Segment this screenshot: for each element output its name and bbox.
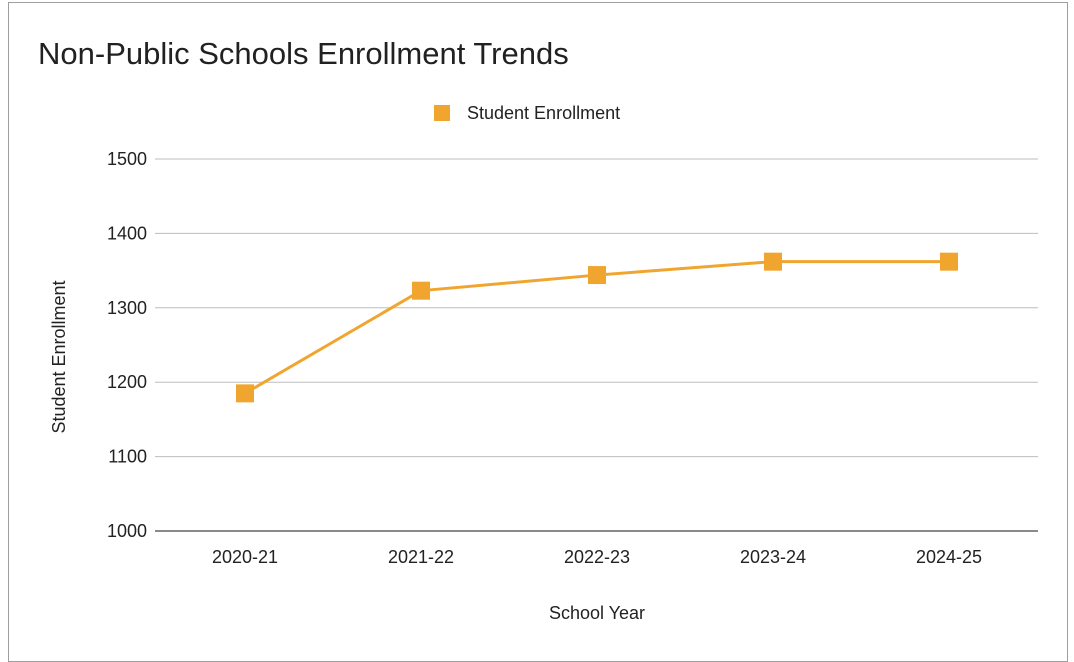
data-point-marker [940,252,958,271]
y-tick-label: 1400 [107,223,147,243]
legend-swatch [434,105,450,121]
legend-label: Student Enrollment [467,103,620,123]
data-point-marker [412,281,430,300]
data-point-marker [764,252,782,271]
gridlines [155,158,1038,532]
x-tick-label: 2023-24 [740,547,806,567]
x-axis-title: School Year [549,603,645,623]
x-axis-tick-labels: 2020-21 2021-22 2022-23 2023-24 2024-25 [212,547,982,567]
y-tick-label: 1000 [107,521,147,541]
data-point-marker [236,384,254,403]
chart-title: Non-Public Schools Enrollment Trends [38,36,569,71]
chart-legend: Student Enrollment [434,103,620,123]
chart-frame [8,2,1068,662]
y-tick-label: 1100 [108,447,147,467]
y-tick-label: 1300 [107,298,147,318]
x-tick-label: 2024-25 [916,547,982,567]
series-student-enrollment [236,252,958,403]
x-tick-label: 2021-22 [388,547,454,567]
y-axis-title: Student Enrollment [49,280,69,433]
x-tick-label: 2020-21 [212,547,278,567]
x-tick-label: 2022-23 [564,547,630,567]
data-point-marker [588,266,606,285]
y-axis-tick-labels: 1000 1100 1200 1300 1400 1500 [107,149,147,541]
y-tick-label: 1500 [107,149,147,169]
y-tick-label: 1200 [107,372,147,392]
